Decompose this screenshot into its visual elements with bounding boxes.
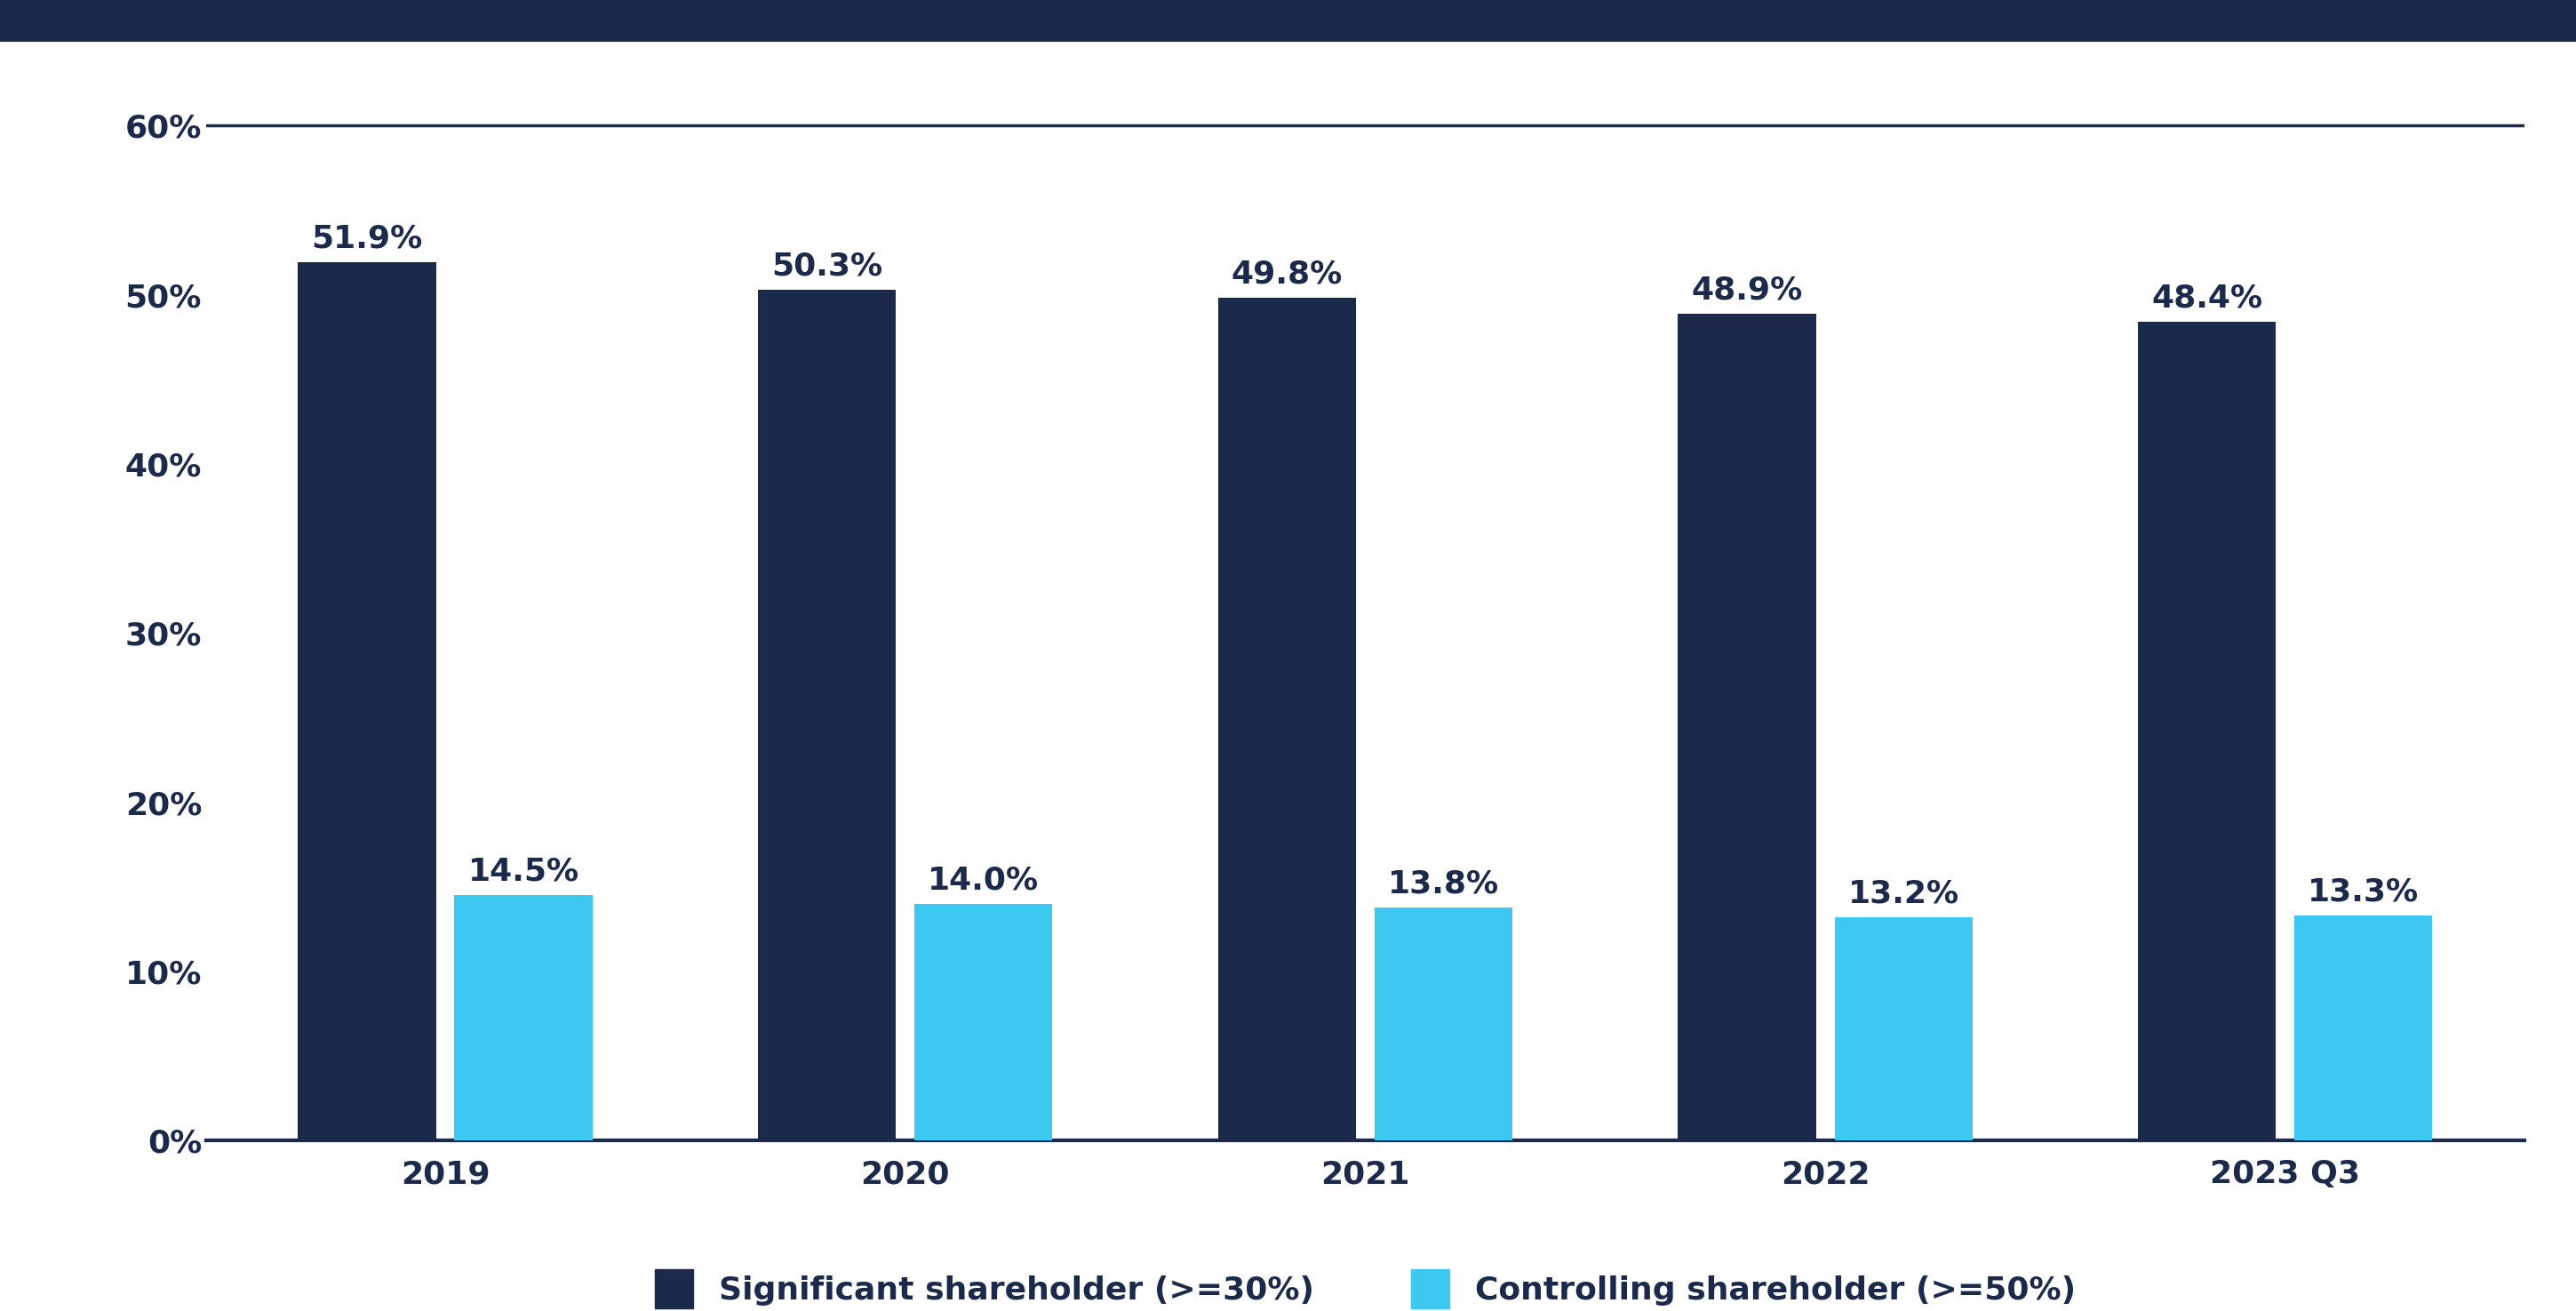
Bar <box>1677 313 1816 1141</box>
Text: 50.3%: 50.3% <box>770 250 884 282</box>
Text: 13.8%: 13.8% <box>1388 868 1499 898</box>
Text: 49.8%: 49.8% <box>1231 260 1342 290</box>
Bar <box>299 262 435 1141</box>
Bar <box>1218 298 1355 1141</box>
Bar <box>757 290 896 1141</box>
Text: 13.3%: 13.3% <box>2308 877 2419 907</box>
Text: 48.9%: 48.9% <box>1692 275 1803 305</box>
Text: 14.0%: 14.0% <box>927 865 1038 895</box>
Bar <box>914 903 1054 1141</box>
Text: 51.9%: 51.9% <box>312 224 422 254</box>
Bar <box>1376 907 1512 1141</box>
Bar <box>1834 918 1973 1141</box>
Text: 48.4%: 48.4% <box>2151 283 2262 313</box>
Legend: Significant shareholder (>=30%), Controlling shareholder (>=50%): Significant shareholder (>=30%), Control… <box>654 1269 2076 1308</box>
Bar <box>2295 915 2432 1141</box>
Text: 13.2%: 13.2% <box>1847 878 1960 909</box>
Bar <box>453 895 592 1141</box>
Text: 14.5%: 14.5% <box>469 856 580 886</box>
Bar <box>2138 321 2277 1141</box>
